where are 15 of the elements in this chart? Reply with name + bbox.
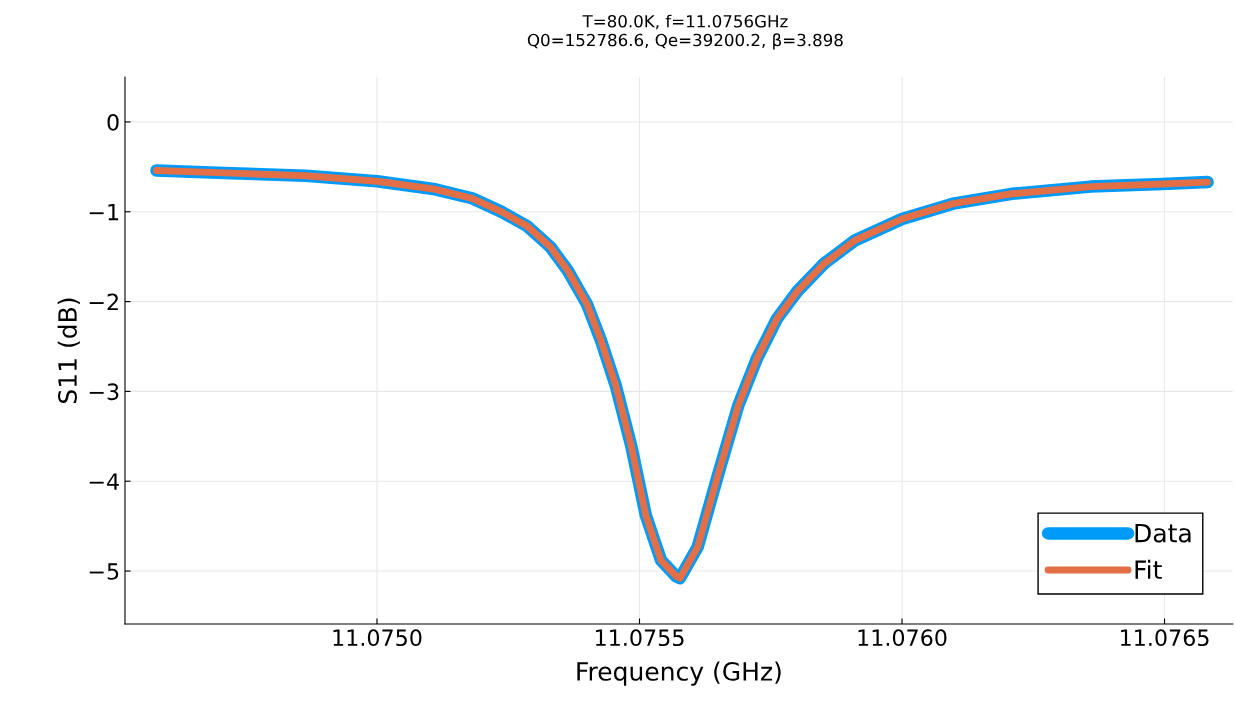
- y-tick-label: −4: [89, 473, 119, 490]
- y-axis-title: S11 (dB): [57, 298, 80, 403]
- y-tick-label: −5: [89, 563, 119, 580]
- x-axis-title: Frequency (GHz): [577, 661, 781, 686]
- legend-label: Fit: [1135, 559, 1162, 579]
- chart-title: T=80.0K, f=11.0756GHz Q0=152786.6, Qe=39200.2, β=3.898: [527, 14, 843, 50]
- y-tick-label: 0: [107, 113, 119, 131]
- x-tick-label: 11.0760: [858, 629, 947, 647]
- y-tick-label: −2: [89, 293, 118, 311]
- legend-label: Data: [1135, 523, 1191, 543]
- x-tick-label: 11.0755: [596, 629, 684, 647]
- x-tick-label: 11.0765: [1121, 629, 1209, 647]
- y-tick-label: −3: [89, 383, 119, 401]
- x-tick-label: 11.0750: [333, 629, 422, 647]
- y-tick-label: −1: [89, 204, 119, 221]
